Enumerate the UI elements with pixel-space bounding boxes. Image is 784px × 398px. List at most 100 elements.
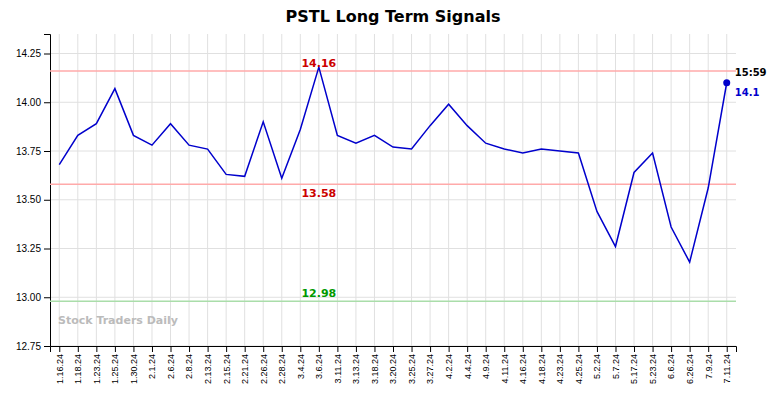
- tick-mark: [263, 346, 264, 352]
- tick-mark: [597, 346, 598, 352]
- tick: 1.30.24: [129, 346, 139, 384]
- tick: 7.11.24: [722, 346, 732, 383]
- tick-label: 1.30.24: [129, 354, 139, 384]
- tick-label: 2.8.24: [184, 354, 194, 379]
- grid-line: [541, 34, 542, 346]
- tick-mark: [467, 346, 468, 352]
- tick: 2.21.24: [240, 346, 250, 384]
- tick: 4.18.24: [537, 346, 547, 384]
- tick: 14.25: [16, 48, 50, 59]
- grid-line: [281, 34, 282, 346]
- line: [59, 67, 726, 262]
- tick: 5.17.24: [629, 346, 639, 384]
- tick-mark: [59, 346, 60, 352]
- tick: 2.1.24: [147, 346, 157, 379]
- tick-mark: [44, 200, 50, 201]
- tick: 7.9.24: [704, 346, 714, 379]
- grid-line: [467, 34, 468, 346]
- tick-label: 14.25: [16, 48, 41, 59]
- tick-label: 2.13.24: [203, 354, 213, 384]
- tick-label: 12.75: [16, 341, 41, 352]
- tick-label: 7.9.24: [704, 354, 714, 379]
- grid-line: [263, 34, 264, 346]
- tick: 13.50: [16, 194, 50, 205]
- tick: 3.25.24: [407, 346, 417, 384]
- x-axis: 1.16.241.18.241.23.241.25.241.30.242.1.2…: [51, 346, 737, 384]
- tick-label: 4.23.24: [555, 354, 565, 384]
- tick-mark: [44, 151, 50, 152]
- tick-label: 5.7.24: [611, 354, 621, 379]
- tick-label: 2.6.24: [166, 354, 176, 379]
- tick-label: 4.18.24: [537, 354, 547, 384]
- tick-mark: [337, 346, 338, 352]
- tick-mark: [523, 346, 524, 352]
- tick-mark: [300, 346, 301, 352]
- tick-mark: [727, 346, 728, 352]
- tick-label: 1.16.24: [55, 354, 65, 384]
- annotations: 14.1613.5812.9815:5914.1Stock Traders Da…: [58, 57, 767, 327]
- tick-label: 3.25.24: [407, 354, 417, 384]
- grid-line: [559, 34, 560, 346]
- tick: 3.18.24: [370, 346, 380, 384]
- tick-mark: [504, 346, 505, 352]
- tick-label: 6.6.24: [666, 354, 676, 379]
- annotation: 15:59: [735, 67, 767, 78]
- tick-mark: [44, 346, 50, 347]
- tick: 1.16.24: [55, 346, 65, 384]
- tick: 14.00: [16, 97, 50, 108]
- tick: 5.7.24: [611, 346, 621, 379]
- grid-line: [652, 34, 653, 346]
- tick-mark: [78, 346, 79, 352]
- tick: 2.28.24: [277, 346, 287, 384]
- grid-line: [189, 34, 190, 346]
- tick-mark: [374, 346, 375, 352]
- tick: 4.9.24: [481, 346, 491, 379]
- tick: 5.2.24: [592, 346, 602, 379]
- grid-line: [374, 34, 375, 346]
- tick-label: 5.17.24: [629, 354, 639, 384]
- reference-line: [50, 300, 736, 302]
- tick-mark: [245, 346, 246, 352]
- tick-label: 4.4.24: [463, 354, 473, 379]
- tick: 1.23.24: [92, 346, 102, 384]
- tick: 3.13.24: [351, 346, 361, 384]
- tick-mark: [44, 249, 50, 250]
- tick-label: 2.15.24: [222, 354, 232, 384]
- tick-mark: [96, 346, 97, 352]
- grid-line: [355, 34, 356, 346]
- grid-line: [151, 34, 152, 346]
- tick-mark: [44, 54, 50, 55]
- tick-mark: [634, 346, 635, 352]
- grid-line: [393, 34, 394, 346]
- tick: 13.25: [16, 243, 50, 254]
- tick-label: 3.18.24: [370, 354, 380, 384]
- grid-line: [504, 34, 505, 346]
- grid-line: [671, 34, 672, 346]
- axis-line: [44, 35, 51, 347]
- tick: 4.2.24: [444, 346, 454, 379]
- tick: 4.16.24: [518, 346, 528, 384]
- tick: 6.26.24: [685, 346, 695, 384]
- tick-mark: [208, 346, 209, 352]
- grid-line: [207, 34, 208, 346]
- tick-mark: [171, 346, 172, 352]
- tick: 2.26.24: [259, 346, 269, 384]
- grid-line: [96, 34, 97, 346]
- tick-label: 2.28.24: [277, 354, 287, 384]
- reference-line: [50, 70, 736, 72]
- tick-label: 13.00: [16, 292, 41, 303]
- grid-line: [448, 34, 449, 346]
- tick-label: 2.21.24: [240, 354, 250, 384]
- tick-mark: [115, 346, 116, 352]
- tick: 3.27.24: [425, 346, 435, 384]
- tick: 4.11.24: [500, 346, 510, 383]
- tick-label: 2.1.24: [147, 354, 157, 379]
- tick: 2.13.24: [203, 346, 213, 384]
- tick-label: 3.27.24: [425, 354, 435, 384]
- tick-label: 7.11.24: [722, 354, 732, 383]
- tick-mark: [393, 346, 394, 352]
- tick-mark: [356, 346, 357, 352]
- tick-label: 5.23.24: [648, 354, 658, 384]
- chart: PSTL Long Term Signals12.7513.0013.2513.…: [0, 0, 784, 398]
- grid-line: [77, 34, 78, 346]
